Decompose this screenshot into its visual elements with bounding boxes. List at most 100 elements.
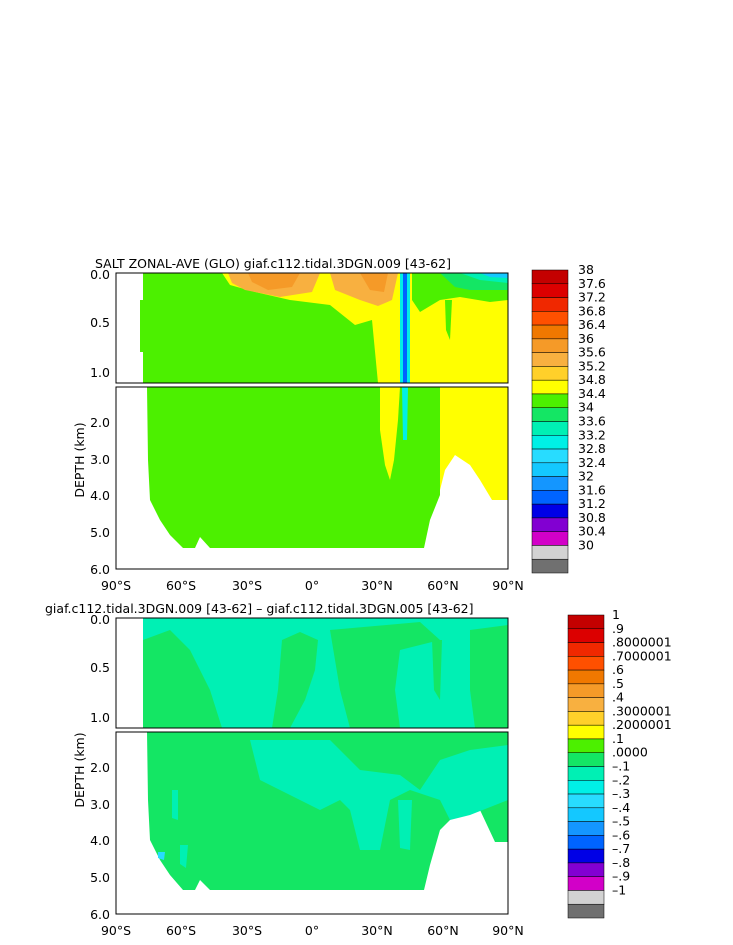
panel-1-title: SALT ZONAL-AVE (GLO) giaf.c112.tidal.3DG… [95, 256, 451, 271]
colorbar-swatch [531, 352, 569, 367]
p1-xtick-4: 30°N [361, 578, 393, 593]
p1-orange-core-n [360, 273, 388, 292]
panel-2-y-ticks: 0.0 0.5 1.0 2.0 3.0 4.0 5.0 6.0 [90, 612, 110, 922]
colorbar-swatch [567, 876, 605, 891]
colorbar-level-label: 32.8 [578, 441, 606, 456]
colorbar-level-label: –1 [612, 882, 626, 897]
p1-ytick-1: 0.5 [90, 315, 110, 330]
panel-1-y-ticks: 0.0 0.5 1.0 2.0 3.0 4.0 5.0 6.0 [90, 267, 110, 577]
panel-1-colorbar: 3837.637.236.836.43635.635.234.834.43433… [531, 262, 606, 574]
colorbar-level-label: 31.2 [578, 496, 606, 511]
p1-ytick-0: 0.0 [90, 267, 110, 282]
colorbar-level-label: .5 [612, 676, 624, 691]
colorbar-swatch [531, 545, 569, 560]
colorbar-swatch [567, 628, 605, 643]
colorbar-swatch [531, 531, 569, 546]
colorbar-swatch [567, 807, 605, 822]
colorbar-level-label: .8000001 [612, 635, 672, 650]
colorbar-level-label: –.5 [612, 814, 630, 829]
colorbar-swatch [531, 476, 569, 491]
colorbar-swatch [567, 752, 605, 767]
panel-2-colorbar: 1.9.8000001.7000001.6.5.4.3000001.200000… [567, 607, 672, 919]
panel-2-x-ticks: 90°S 60°S 30°S 0° 30°N 60°N 90°N [101, 923, 524, 938]
p2-antarctic-edge [116, 618, 143, 728]
colorbar-level-label: 38 [578, 262, 594, 277]
colorbar-level-label: 36 [578, 331, 594, 346]
p1-ytick-3: 2.0 [90, 415, 110, 430]
colorbar-level-label: .1 [612, 731, 624, 746]
p1-xtick-3: 0° [305, 578, 319, 593]
p1-yellow-tropics [222, 273, 400, 383]
colorbar-swatch [567, 697, 605, 712]
colorbar-level-label: 36.8 [578, 303, 606, 318]
colorbar-swatch [567, 835, 605, 850]
colorbar-swatch [531, 366, 569, 381]
p1-deep-yellow-n [440, 387, 508, 500]
colorbar-level-label: 1 [612, 607, 620, 622]
colorbar-swatch [531, 269, 569, 285]
colorbar-level-label: 33.6 [578, 414, 606, 429]
panel-2-lower-field [115, 731, 509, 915]
p2-green-northmid [330, 622, 440, 728]
p1-orange-core-s [248, 273, 300, 290]
colorbar-level-label: 30.4 [578, 524, 606, 539]
panel-2-upper-frame [115, 617, 509, 729]
colorbar-swatch [531, 311, 569, 326]
colorbar-swatch [567, 738, 605, 753]
panel-1-upper-field [115, 272, 509, 384]
colorbar-level-label: 34.8 [578, 372, 606, 387]
p1-ytick-6: 5.0 [90, 525, 110, 540]
p1-sliver [445, 300, 452, 340]
p1-arctic-fresh-4 [480, 273, 508, 278]
p2-ytick-1: 0.5 [90, 660, 110, 675]
colorbar-swatch [531, 435, 569, 450]
colorbar-level-label: 34 [578, 400, 594, 415]
colorbar-swatch [531, 503, 569, 519]
colorbar-level-label: 33.2 [578, 427, 606, 442]
colorbar-swatch [567, 793, 605, 809]
colorbar-level-label: .3000001 [612, 703, 672, 718]
p1-antarctic-edge [116, 273, 143, 383]
colorbar-level-label: –.3 [612, 786, 630, 801]
colorbar-level-label: 35.6 [578, 345, 606, 360]
colorbar-level-label: 37.6 [578, 276, 606, 291]
colorbar-swatch [531, 421, 569, 436]
colorbar-swatch [531, 448, 569, 464]
colorbar-level-label: –.8 [612, 855, 630, 870]
colorbar-swatch [531, 490, 569, 505]
p2-deep-cyan-s [172, 790, 178, 820]
colorbar-level-label: .4 [612, 690, 624, 705]
colorbar-level-label: 30.8 [578, 510, 606, 525]
colorbar-level-label: .9 [612, 621, 624, 636]
p2-xtick-3: 0° [305, 923, 319, 938]
p2-deep-cyan [250, 740, 508, 850]
colorbar-level-label: 32.4 [578, 455, 606, 470]
p2-xtick-2: 30°S [232, 923, 262, 938]
colorbar-level-label: .2000001 [612, 717, 672, 732]
p1-xtick-0: 90°S [101, 578, 131, 593]
colorbar-swatch [567, 890, 605, 905]
p2-deep-green [147, 732, 508, 890]
colorbar-swatch [531, 393, 569, 408]
p1-ytick-4: 3.0 [90, 452, 110, 467]
colorbar-swatch [567, 614, 605, 630]
colorbar-level-label: .7000001 [612, 648, 672, 663]
colorbar-level-label: –.9 [612, 869, 630, 884]
panel-2-y-axis-label: DEPTH (km) [72, 732, 87, 807]
colorbar-swatch [531, 338, 569, 353]
p1-deep-green [147, 387, 440, 548]
colorbar-level-label: 32 [578, 469, 594, 484]
p2-deep-cyan-s2 [180, 845, 188, 868]
p2-deep-blue-pt [158, 852, 165, 860]
colorbar-level-label: 35.2 [578, 358, 606, 373]
panel-1-lower-field [115, 386, 509, 570]
panel-2-upper-field [115, 617, 509, 729]
p1-xtick-6: 90°N [492, 578, 524, 593]
colorbar-swatch [531, 517, 569, 532]
panel-1-x-ticks: 90°S 60°S 30°S 0° 30°N 60°N 90°N [101, 578, 524, 593]
colorbar-swatch [531, 324, 569, 340]
p2-ytick-4: 3.0 [90, 797, 110, 812]
p2-xtick-0: 90°S [101, 923, 131, 938]
colorbar-level-label: –.4 [612, 800, 630, 815]
colorbar-swatch [567, 780, 605, 795]
